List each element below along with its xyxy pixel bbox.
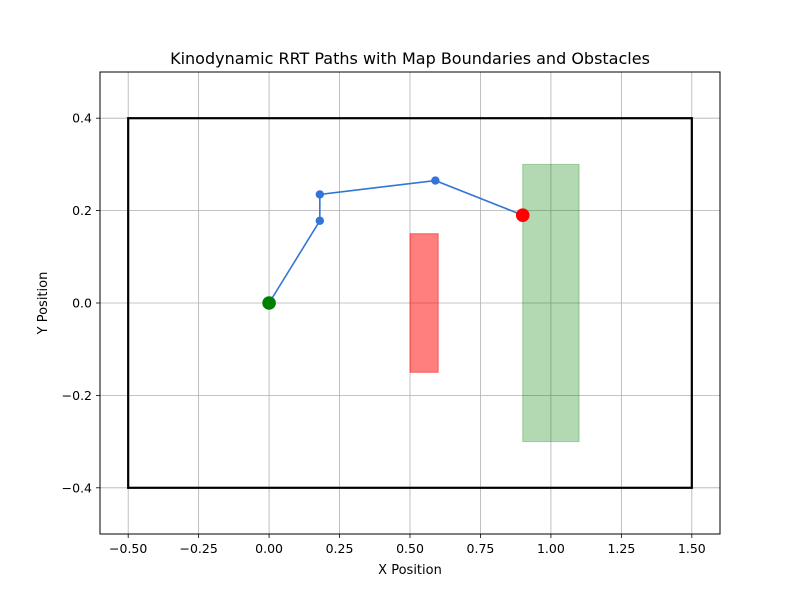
x-tick-label: 0.50 xyxy=(396,541,424,556)
y-tick-label: 0.0 xyxy=(72,296,92,311)
obstacle-rect xyxy=(409,233,439,373)
map-boundary xyxy=(127,117,693,489)
x-tick-label: 0.00 xyxy=(255,541,283,556)
y-tick-label: 0.2 xyxy=(72,203,92,218)
chart-title: Kinodynamic RRT Paths with Map Boundarie… xyxy=(170,49,650,68)
x-tick-label: 1.25 xyxy=(607,541,635,556)
endpoint-markers xyxy=(262,208,530,310)
map-boundary-layer xyxy=(127,117,693,489)
x-axis-label: X Position xyxy=(378,563,442,578)
x-tick-label: −0.25 xyxy=(179,541,217,556)
y-tick-label: −0.4 xyxy=(62,480,92,495)
x-tick-label: 1.00 xyxy=(537,541,565,556)
y-tick-label: 0.4 xyxy=(72,111,92,126)
rrt-path-node xyxy=(431,176,440,185)
ticks: −0.50 −0.25 0.00 0.25 0.50 0.75 1.00 1.25 1.50 −0… xyxy=(62,111,706,556)
start-marker xyxy=(262,296,276,310)
x-tick-label: 1.50 xyxy=(678,541,706,556)
y-axis-label: Y Position xyxy=(36,272,51,336)
y-tick-label: −0.2 xyxy=(62,388,92,403)
x-tick-label: −0.50 xyxy=(109,541,147,556)
rrt-path-node xyxy=(315,216,325,225)
obstacle-rect xyxy=(522,163,580,443)
obstacles xyxy=(409,163,580,443)
rrt-path-node xyxy=(315,190,325,199)
x-tick-label: 0.25 xyxy=(326,541,354,556)
goal-marker xyxy=(515,208,530,223)
x-tick-label: 0.75 xyxy=(467,541,495,556)
